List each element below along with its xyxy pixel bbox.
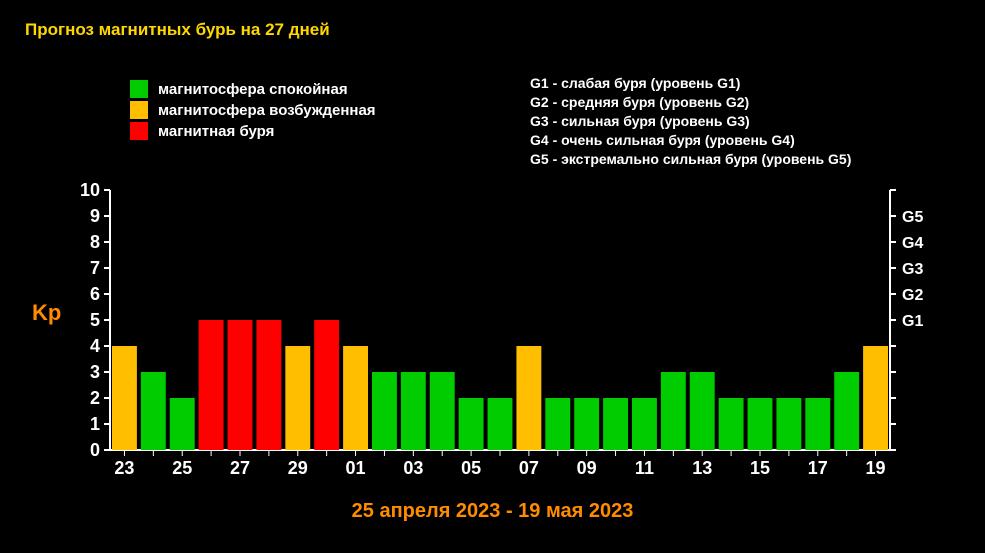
bar-02 [372,372,397,450]
bar-28 [256,320,281,450]
svg-text:13: 13 [692,458,712,478]
legend-label-excited: магнитосфера возбужденная [158,102,376,119]
bar-14 [719,398,744,450]
bar-03 [401,372,426,450]
legend-item-excited: магнитосфера возбужденная [130,101,376,119]
bar-26 [199,320,224,450]
bar-24 [141,372,166,450]
g3-desc: G3 - сильная буря (уровень G3) [530,113,750,129]
bar-16 [776,398,801,450]
g4-desc: G4 - очень сильная буря (уровень G4) [530,132,795,148]
svg-text:4: 4 [90,336,100,356]
chart-svg: 012345678910G1G2G3G4G5232527290103050709… [70,180,930,490]
bar-27 [228,320,253,450]
legend-status: магнитосфера спокойная магнитосфера возб… [130,80,376,143]
legend-gscale: G1 - слабая буря (уровень G1) G2 - средн… [530,75,851,170]
bar-04 [430,372,455,450]
bar-07 [516,346,541,450]
bar-15 [748,398,773,450]
page-title: Прогноз магнитных бурь на 27 дней [25,20,330,40]
svg-text:29: 29 [288,458,308,478]
svg-text:8: 8 [90,232,100,252]
bar-17 [805,398,830,450]
svg-text:10: 10 [80,180,100,200]
bar-12 [661,372,686,450]
svg-text:3: 3 [90,362,100,382]
g1-desc: G1 - слабая буря (уровень G1) [530,75,740,91]
bar-29 [285,346,310,450]
bar-25 [170,398,195,450]
svg-text:15: 15 [750,458,770,478]
y-axis-label: Kp [32,300,61,326]
svg-text:23: 23 [114,458,134,478]
svg-text:17: 17 [808,458,828,478]
svg-text:7: 7 [90,258,100,278]
svg-text:G3: G3 [902,261,923,278]
bar-06 [488,398,513,450]
svg-text:G4: G4 [902,235,923,252]
svg-text:09: 09 [577,458,597,478]
svg-text:01: 01 [346,458,366,478]
bar-09 [574,398,599,450]
bar-01 [343,346,368,450]
svg-text:G2: G2 [902,287,923,304]
kp-bar-chart: 012345678910G1G2G3G4G5232527290103050709… [70,180,930,490]
svg-text:5: 5 [90,310,100,330]
svg-text:0: 0 [90,440,100,460]
svg-text:27: 27 [230,458,250,478]
g5-desc: G5 - экстремально сильная буря (уровень … [530,151,851,167]
svg-text:G1: G1 [902,313,923,330]
svg-text:6: 6 [90,284,100,304]
bar-30 [314,320,339,450]
legend-label-calm: магнитосфера спокойная [158,81,348,98]
date-range-label: 25 апреля 2023 - 19 мая 2023 [0,500,985,523]
bar-08 [545,398,570,450]
bar-13 [690,372,715,450]
legend-swatch-storm [130,122,148,140]
svg-text:11: 11 [635,458,654,478]
svg-text:9: 9 [90,206,100,226]
legend-item-storm: магнитная буря [130,122,376,140]
bar-05 [459,398,484,450]
svg-text:19: 19 [866,458,886,478]
legend-label-storm: магнитная буря [158,123,274,140]
g2-desc: G2 - средняя буря (уровень G2) [530,94,749,110]
svg-text:07: 07 [519,458,539,478]
bar-23 [112,346,137,450]
bar-10 [603,398,628,450]
bar-19 [863,346,888,450]
legend-swatch-calm [130,80,148,98]
bar-18 [834,372,859,450]
svg-text:03: 03 [403,458,423,478]
svg-text:05: 05 [461,458,481,478]
svg-text:2: 2 [90,388,100,408]
legend-item-calm: магнитосфера спокойная [130,80,376,98]
svg-text:1: 1 [90,414,100,434]
legend-swatch-excited [130,101,148,119]
svg-text:G5: G5 [902,209,923,226]
svg-text:25: 25 [172,458,192,478]
bar-11 [632,398,657,450]
